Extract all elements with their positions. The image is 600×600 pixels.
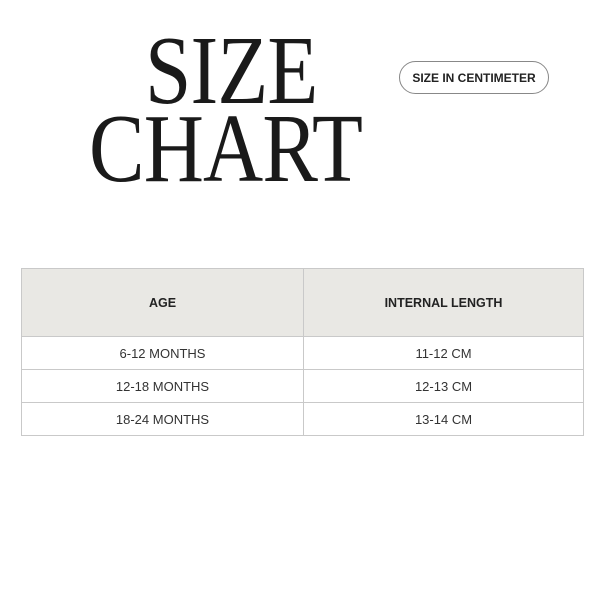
column-header-internal-length: INTERNAL LENGTH xyxy=(303,268,584,337)
cell-length: 13-14 CM xyxy=(303,402,584,436)
cell-age: 18-24 MONTHS xyxy=(21,402,304,436)
cell-length: 12-13 CM xyxy=(303,369,584,403)
size-chart-table: AGE INTERNAL LENGTH 6-12 MONTHS 11-12 CM… xyxy=(21,268,584,436)
table-row: 6-12 MONTHS 11-12 CM xyxy=(21,336,584,370)
page-title-line-2: CHART xyxy=(89,95,363,203)
unit-badge: SIZE IN CENTIMETER xyxy=(399,61,549,94)
table-row: 18-24 MONTHS 13-14 CM xyxy=(21,402,584,436)
cell-age: 12-18 MONTHS xyxy=(21,369,304,403)
table-header-row: AGE INTERNAL LENGTH xyxy=(21,268,584,337)
cell-length: 11-12 CM xyxy=(303,336,584,370)
column-header-age: AGE xyxy=(21,268,304,337)
table-row: 12-18 MONTHS 12-13 CM xyxy=(21,369,584,403)
page-title-line-1: SIZE xyxy=(145,17,318,125)
cell-age: 6-12 MONTHS xyxy=(21,336,304,370)
